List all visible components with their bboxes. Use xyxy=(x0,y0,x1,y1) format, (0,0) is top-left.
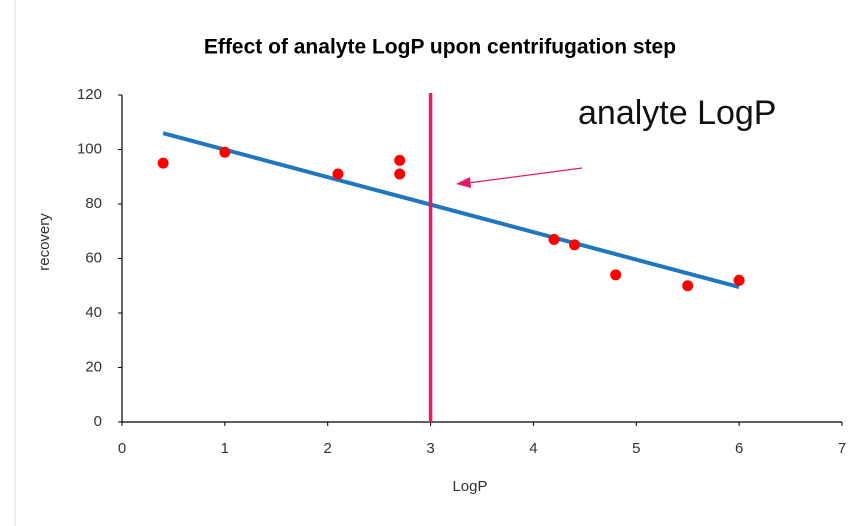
x-tick-label: 3 xyxy=(426,440,434,457)
point xyxy=(682,280,694,292)
arrow-head xyxy=(456,177,471,188)
trendline xyxy=(162,131,740,290)
y-tick-label: 40 xyxy=(85,304,102,321)
point xyxy=(219,146,231,158)
x-tick-label: 5 xyxy=(632,440,640,457)
annotation: analyte LogP xyxy=(578,94,777,132)
point xyxy=(733,274,745,286)
point xyxy=(548,233,560,245)
y-axis-label: recovery xyxy=(36,213,53,271)
y-tick-label: 0 xyxy=(94,413,102,430)
point xyxy=(569,239,581,251)
y-tick-label: 100 xyxy=(77,140,102,157)
x-tick-label: 7 xyxy=(838,440,846,457)
point xyxy=(394,154,406,166)
y-tick-label: 80 xyxy=(85,195,102,212)
point xyxy=(394,168,406,180)
y-tick-label: 20 xyxy=(85,358,102,375)
y-tick-label: 60 xyxy=(85,249,102,266)
x-tick-label: 0 xyxy=(118,440,126,457)
x-tick-label: 4 xyxy=(529,440,537,457)
x-tick-label: 1 xyxy=(221,440,229,457)
x-axis-label: LogP xyxy=(452,478,487,495)
x-tick-label: 6 xyxy=(735,440,743,457)
chart-title: Effect of analyte LogP upon centrifugati… xyxy=(204,36,676,59)
y-tick-label: 120 xyxy=(77,86,102,103)
x-tick-label: 2 xyxy=(324,440,332,457)
point xyxy=(610,269,622,281)
point xyxy=(332,168,344,180)
annotation-arrow xyxy=(467,167,583,184)
point xyxy=(157,157,169,169)
